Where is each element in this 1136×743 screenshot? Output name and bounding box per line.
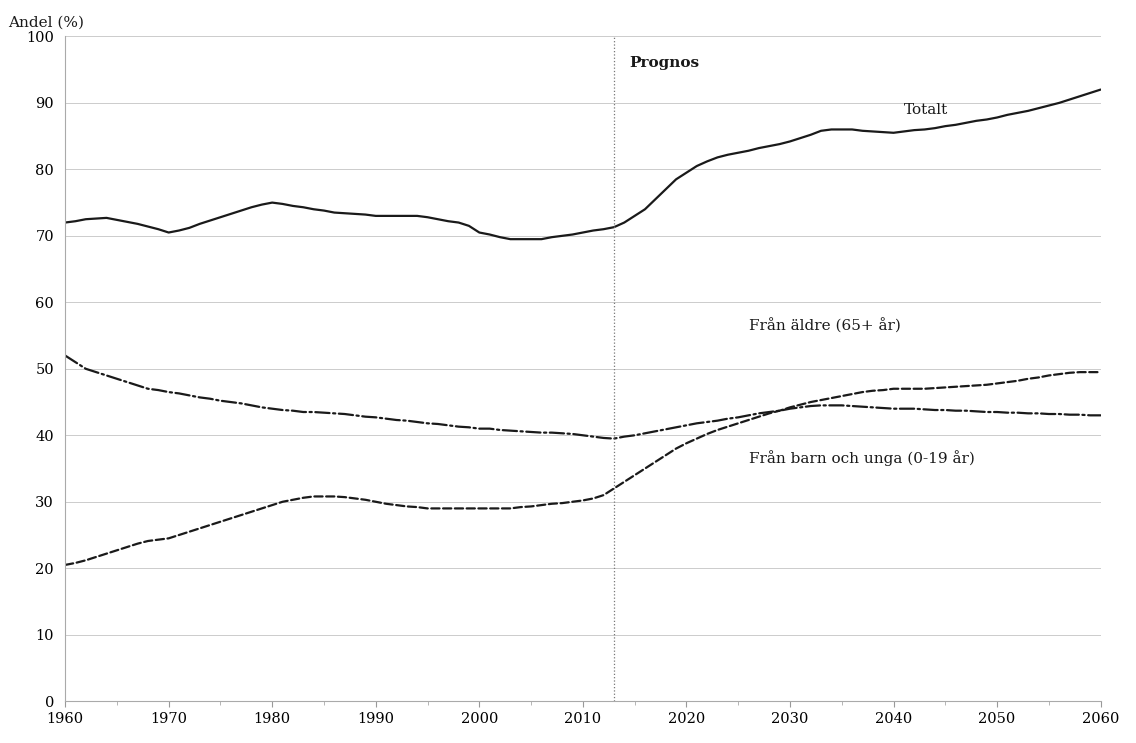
Text: Prognos: Prognos [629,56,700,71]
Text: Från barn och unga (0-19 år): Från barn och unga (0-19 år) [749,450,975,467]
Text: Andel (%): Andel (%) [8,16,84,30]
Text: Från äldre (65+ år): Från äldre (65+ år) [749,318,901,333]
Text: Totalt: Totalt [904,103,949,117]
